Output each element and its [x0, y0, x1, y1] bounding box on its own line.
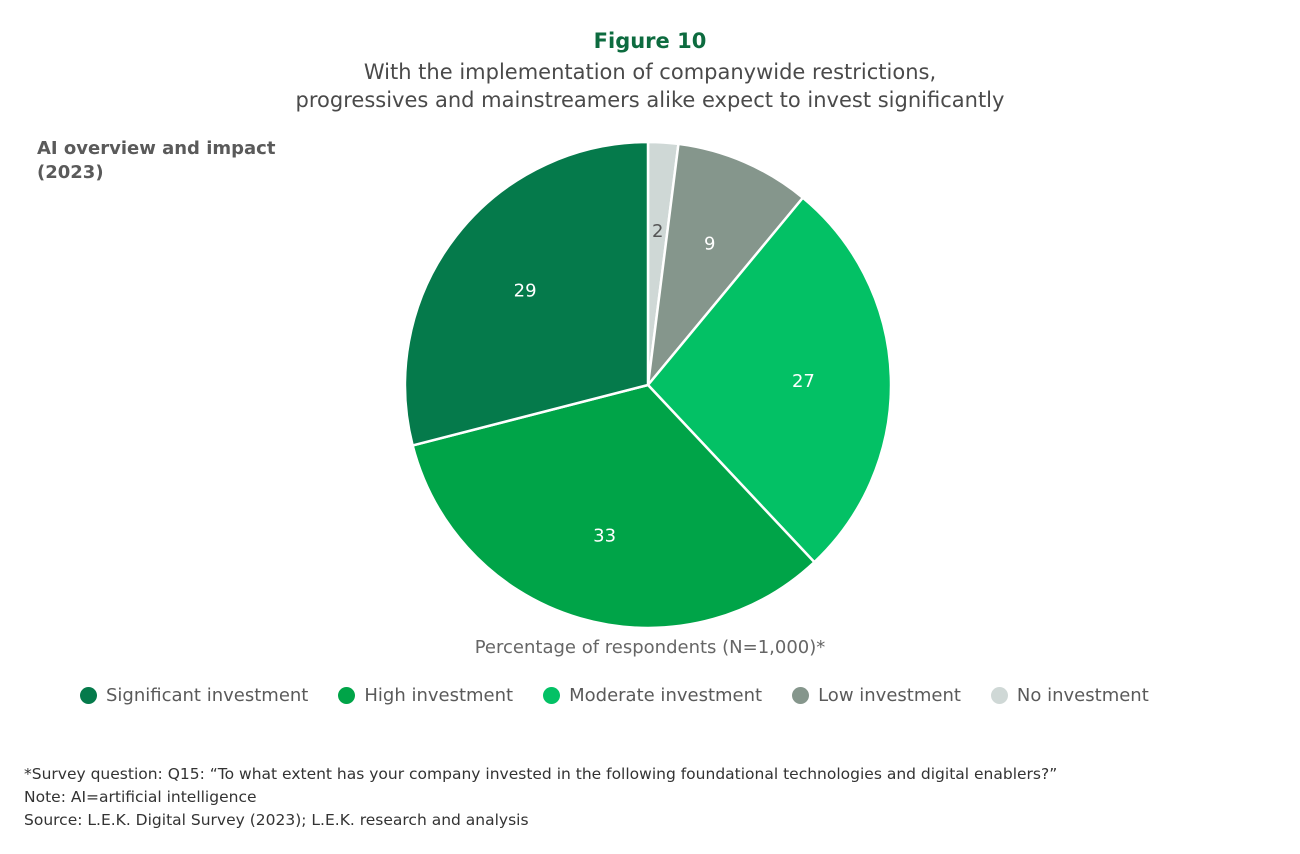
- data-label-moderate: 27: [792, 371, 815, 392]
- legend-label: Low investment: [818, 685, 961, 706]
- chart-title-line-1: AI overview and impact: [37, 138, 276, 159]
- survey-question-note: *Survey question: Q15: “To what extent h…: [24, 765, 1058, 783]
- data-label-high: 33: [593, 525, 616, 546]
- figure-label: Figure 10: [593, 29, 707, 53]
- pie-slice-significant: [403, 140, 650, 447]
- legend: Significant investment High investment M…: [80, 685, 1179, 706]
- legend-swatch: [543, 687, 561, 704]
- footnotes: *Survey question: Q15: “To what extent h…: [24, 763, 1057, 832]
- legend-swatch: [338, 687, 356, 704]
- legend-item-high: High investment: [338, 685, 513, 706]
- data-label-significant: 29: [514, 281, 537, 302]
- legend-label: No investment: [1016, 685, 1149, 706]
- data-label-none: 2: [652, 221, 663, 242]
- pie-slice-moderate: [646, 196, 893, 564]
- legend-swatch: [792, 687, 810, 704]
- legend-label: Moderate investment: [569, 685, 763, 706]
- pie-slice-low: [646, 142, 805, 390]
- abbreviation-note: Note: AI=artificial intelligence: [24, 788, 257, 806]
- legend-item-low: Low investment: [792, 685, 961, 706]
- legend-label: Significant investment: [106, 685, 309, 706]
- legend-item-none: No investment: [990, 685, 1149, 706]
- chart-title-line-2: (2023): [37, 162, 104, 183]
- chart-title: AI overview and impact (2023): [37, 137, 297, 185]
- legend-swatch: [990, 687, 1008, 704]
- x-axis-label: Percentage of respondents (N=1,000)*: [474, 637, 826, 658]
- pie-slice-high: [411, 383, 817, 630]
- source-note: Source: L.E.K. Digital Survey (2023); L.…: [24, 811, 529, 829]
- legend-swatch: [80, 687, 97, 704]
- legend-item-significant: Significant investment: [80, 685, 308, 706]
- data-label-low: 9: [704, 233, 715, 254]
- subtitle-line-2: progressives and mainstreamers alike exp…: [295, 88, 1005, 112]
- subtitle-line-1: With the implementation of companywide r…: [363, 60, 937, 84]
- legend-item-moderate: Moderate investment: [543, 685, 762, 706]
- chart-subtitle: With the implementation of companywide r…: [0, 58, 1300, 114]
- legend-label: High investment: [364, 685, 514, 706]
